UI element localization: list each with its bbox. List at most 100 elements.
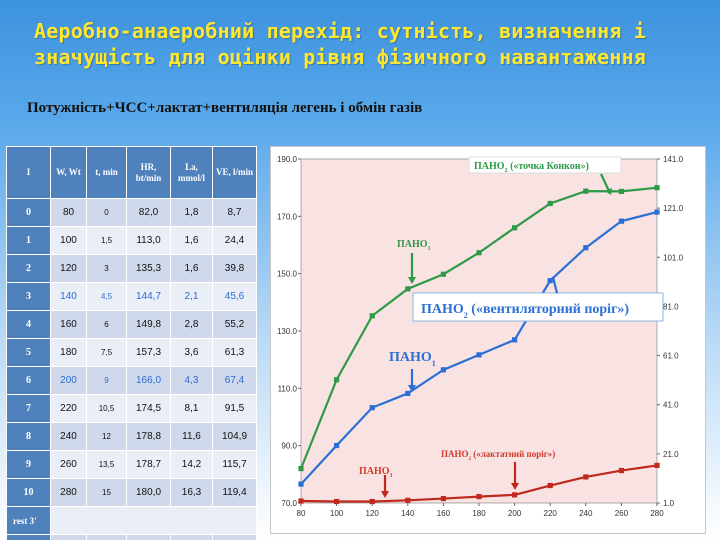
- table-cell: 144,7: [126, 282, 171, 311]
- la-point: [334, 498, 340, 505]
- table-row: 1 100 1,5 113,0 1,6 24,4: [6, 226, 257, 255]
- table-cell: 174,5: [126, 394, 171, 423]
- table-cell: 119,4: [212, 478, 257, 507]
- table-cell: 1,8: [170, 198, 213, 227]
- table-cell: 8: [6, 422, 51, 451]
- table-row: 6 200 9 166,0 4,3 67,4: [6, 366, 257, 395]
- hr-pano2-arrow: [600, 173, 610, 192]
- ve-point: [654, 209, 660, 215]
- left-tick-label: 190.0: [277, 155, 298, 164]
- table-cell: 24,4: [212, 226, 257, 255]
- table-row: 4 160 6 149,8 2,8 55,2: [6, 310, 257, 339]
- table-cell: 2: [6, 254, 51, 283]
- data-table: I W, Wt t, min HR, bt/min La, mmol/l VE, l/mi…: [6, 146, 257, 540]
- right-tick-label: 61.0: [663, 352, 679, 361]
- table-cell: 12: [86, 422, 127, 451]
- table-cell: 1,5: [86, 226, 127, 255]
- table-cell: 67,4: [212, 366, 257, 395]
- table-cell: 120: [50, 254, 87, 283]
- table-cell: 1,6: [170, 226, 213, 255]
- table-cell: 91,5: [212, 394, 257, 423]
- table-cell: 11,6: [170, 422, 213, 451]
- la-point: [298, 498, 304, 504]
- table-cell: 149,8: [126, 310, 171, 339]
- table-row: 9 260 13,5 178,7 14,2 115,7: [6, 450, 257, 479]
- table-cell: 8,7: [212, 198, 257, 227]
- right-tick-label: 21.0: [663, 450, 679, 459]
- table-row: 0 80 0 82,0 1,8 8,7: [6, 198, 257, 227]
- ve-pano2-arrow: [551, 276, 559, 294]
- table-cell: 8,1: [170, 394, 213, 423]
- x-tick-label: 140: [401, 509, 415, 518]
- ve-pano1-arrowhead: [408, 385, 416, 392]
- ve-pano1-label: ПАНО1: [389, 350, 436, 368]
- table-cell: 280: [50, 478, 87, 507]
- hr-point: [369, 313, 375, 319]
- table-cell: 200: [50, 366, 87, 395]
- left-tick-label: 90.0: [281, 442, 297, 451]
- x-tick-label: 240: [579, 509, 593, 518]
- table-cell: rest 3': [6, 506, 51, 535]
- x-tick-label: 160: [437, 509, 451, 518]
- la-point: [476, 494, 482, 500]
- table-cell: 9: [86, 366, 127, 395]
- table-cell: 37,9: [212, 534, 257, 540]
- table-row: 8 240 12 178,8 11,6 104,9: [6, 422, 257, 451]
- table-cell: 61,3: [212, 338, 257, 367]
- plot-area: [300, 158, 658, 504]
- table-cell: 178,8: [126, 422, 171, 451]
- left-tick-label: 170.0: [277, 212, 298, 221]
- ve-point: [334, 442, 340, 449]
- x-tick-label: 180: [472, 509, 486, 518]
- table-cell: 115,7: [212, 450, 257, 479]
- left-tick-label: 150.0: [277, 270, 298, 279]
- table-cell: [50, 534, 87, 540]
- page-subtitle: Потужність+ЧСС+лактат+вентиляція легень …: [27, 100, 423, 116]
- hr-point: [618, 188, 624, 194]
- hr-point: [547, 200, 553, 207]
- table-cell: 4,3: [170, 366, 213, 395]
- table-cell: 3: [6, 282, 51, 311]
- table-cell: 6: [6, 366, 51, 395]
- column-header: VE, l/min: [212, 146, 257, 199]
- table-cell: 0: [6, 198, 51, 227]
- column-header: La, mmol/l: [170, 146, 213, 199]
- table-cell: 55,2: [212, 310, 257, 339]
- table-cell: 157,3: [126, 338, 171, 367]
- left-tick-label: 110.0: [278, 384, 298, 393]
- column-header: I: [6, 146, 51, 199]
- ve-point: [405, 390, 411, 397]
- table-cell: 10,5: [86, 394, 127, 423]
- table-cell: 240: [50, 422, 87, 451]
- x-tick-label: 260: [615, 509, 629, 518]
- hr-point: [654, 185, 660, 191]
- table-cell: 1,6: [170, 254, 213, 283]
- right-tick-label: 121.0: [663, 204, 684, 213]
- table-cell: rest (120): [6, 534, 51, 540]
- table-cell: 6: [86, 310, 127, 339]
- right-tick-label: 81.0: [663, 302, 679, 311]
- table-cell: 2,8: [170, 310, 213, 339]
- la-point: [654, 462, 660, 469]
- table-row: rest (120) 16:151196,137,9: [6, 534, 257, 540]
- ve-point: [298, 481, 304, 487]
- chart-panel: 70.0 90.0 110.0 130.0 150.0 170.0 190.0 1.0 21.0…: [270, 146, 706, 534]
- la-point: [583, 474, 589, 480]
- column-header: HR, bt/min: [126, 146, 171, 199]
- table-cell: 45,6: [212, 282, 257, 311]
- ve-point: [583, 245, 589, 251]
- table-row: 3 140 4,5 144,7 2,1 45,6: [6, 282, 257, 311]
- table-cell: 104,9: [212, 422, 257, 451]
- ve-point: [476, 352, 482, 358]
- hr-pano2-box: [468, 156, 622, 174]
- hr-pano1-arrowhead: [408, 277, 416, 284]
- ve-point: [369, 405, 375, 411]
- table-cell: 178,7: [126, 450, 171, 479]
- hr-point: [512, 225, 518, 231]
- table-row: 7 220 10,5 174,5 8,1 91,5: [6, 394, 257, 423]
- table-cell: 13,5: [86, 450, 127, 479]
- table-cell: 135,3: [126, 254, 171, 283]
- hr-point: [583, 188, 589, 194]
- table-cell: 180,0: [126, 478, 171, 507]
- table-cell: 15: [86, 478, 127, 507]
